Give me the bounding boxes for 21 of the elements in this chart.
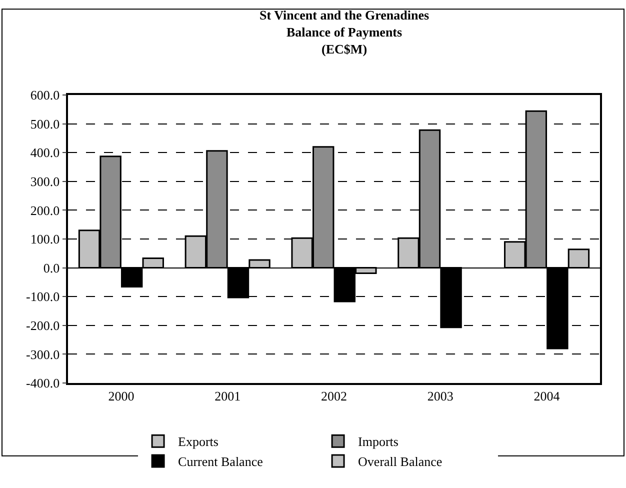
x-tick-label: 2001: [214, 388, 241, 404]
x-tick-label: 2004: [534, 388, 560, 404]
legend-label: Imports: [358, 434, 398, 450]
y-tick-label: -300.0: [26, 346, 60, 362]
y-tick-label: 200.0: [30, 202, 60, 218]
y-tick-label: 400.0: [30, 145, 60, 160]
x-tick-label: 2003: [427, 388, 454, 404]
y-tick-label: 300.0: [30, 174, 60, 189]
chart-title: St Vincent and the Grenadines Balance of Payments (EC$M): [260, 8, 430, 56]
y-tick-label: 100.0: [30, 232, 60, 247]
x-tick-label: 2000: [108, 388, 134, 404]
y-tick-label: 0.0: [43, 260, 60, 276]
legend-label: Overall Balance: [358, 454, 442, 470]
y-tick-label: -200.0: [26, 318, 60, 333]
y-tick-label: 500.0: [30, 116, 60, 132]
legend-label: Current Balance: [178, 454, 264, 470]
y-tick-label: -100.0: [26, 289, 60, 304]
x-tick-label: 2002: [321, 388, 347, 404]
y-tick-label: 600.0: [30, 88, 60, 103]
legend-label: Exports: [178, 434, 218, 450]
y-tick-label: -400.0: [26, 376, 60, 391]
